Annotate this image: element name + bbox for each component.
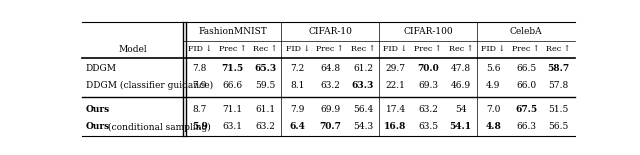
Text: FID ↓: FID ↓: [188, 45, 212, 53]
Text: 8.7: 8.7: [193, 105, 207, 114]
Text: 67.5: 67.5: [515, 105, 537, 114]
Text: 63.2: 63.2: [418, 105, 438, 114]
Text: Rec ↑: Rec ↑: [351, 45, 375, 53]
Text: 57.8: 57.8: [548, 81, 569, 90]
Text: 5.9: 5.9: [192, 122, 208, 131]
Text: Rec ↑: Rec ↑: [547, 45, 571, 53]
Text: 7.0: 7.0: [486, 105, 500, 114]
Text: 63.5: 63.5: [418, 122, 438, 131]
Text: 66.3: 66.3: [516, 122, 536, 131]
Text: 59.5: 59.5: [255, 81, 275, 90]
Text: Rec ↑: Rec ↑: [253, 45, 277, 53]
Text: FID ↓: FID ↓: [383, 45, 408, 53]
Text: 54: 54: [455, 105, 467, 114]
Text: 54.3: 54.3: [353, 122, 373, 131]
Text: Rec ↑: Rec ↑: [449, 45, 473, 53]
Text: 8.1: 8.1: [291, 81, 305, 90]
Text: 7.9: 7.9: [291, 105, 305, 114]
Text: Prec ↑: Prec ↑: [414, 45, 442, 53]
Text: 63.2: 63.2: [255, 122, 275, 131]
Text: 22.1: 22.1: [386, 81, 406, 90]
Text: 16.8: 16.8: [385, 122, 407, 131]
Text: (conditional sampling): (conditional sampling): [105, 122, 211, 132]
Text: 66.0: 66.0: [516, 81, 536, 90]
Text: 56.5: 56.5: [548, 122, 569, 131]
Text: Prec ↑: Prec ↑: [219, 45, 246, 53]
Text: 70.0: 70.0: [417, 64, 439, 73]
Text: 17.4: 17.4: [385, 105, 406, 114]
Text: FID ↓: FID ↓: [285, 45, 310, 53]
Text: 4.9: 4.9: [486, 81, 500, 90]
Text: 56.4: 56.4: [353, 105, 373, 114]
Text: DDGM: DDGM: [86, 64, 117, 73]
Text: 61.1: 61.1: [255, 105, 275, 114]
Text: 58.7: 58.7: [548, 64, 570, 73]
Text: 54.1: 54.1: [450, 122, 472, 131]
Text: 71.5: 71.5: [221, 64, 243, 73]
Text: DDGM (classifier guidance): DDGM (classifier guidance): [86, 81, 213, 90]
Text: 46.9: 46.9: [451, 81, 471, 90]
Text: 6.4: 6.4: [290, 122, 305, 131]
Text: Model: Model: [118, 45, 147, 54]
Text: 7.8: 7.8: [193, 64, 207, 73]
Text: 70.7: 70.7: [319, 122, 341, 131]
Text: 64.8: 64.8: [320, 64, 340, 73]
Text: 71.1: 71.1: [222, 105, 243, 114]
Text: FashionMNIST: FashionMNIST: [198, 27, 267, 36]
Text: 69.3: 69.3: [418, 81, 438, 90]
Text: 66.6: 66.6: [222, 81, 243, 90]
Text: 7.2: 7.2: [291, 64, 305, 73]
Text: 63.1: 63.1: [222, 122, 243, 131]
Text: 5.6: 5.6: [486, 64, 500, 73]
Text: Ours: Ours: [86, 122, 110, 131]
Text: Prec ↑: Prec ↑: [316, 45, 344, 53]
Text: 65.3: 65.3: [254, 64, 276, 73]
Text: FID ↓: FID ↓: [481, 45, 506, 53]
Text: 63.2: 63.2: [321, 81, 340, 90]
Text: 4.8: 4.8: [486, 122, 501, 131]
Text: 69.9: 69.9: [320, 105, 340, 114]
Text: 63.3: 63.3: [352, 81, 374, 90]
Text: CIFAR-10: CIFAR-10: [308, 27, 352, 36]
Text: CelebA: CelebA: [509, 27, 542, 36]
Text: Ours: Ours: [86, 105, 110, 114]
Text: CIFAR-100: CIFAR-100: [403, 27, 453, 36]
Text: 47.8: 47.8: [451, 64, 471, 73]
Text: 66.5: 66.5: [516, 64, 536, 73]
Text: 61.2: 61.2: [353, 64, 373, 73]
Text: Prec ↑: Prec ↑: [512, 45, 540, 53]
Text: 29.7: 29.7: [385, 64, 406, 73]
Text: 7.9: 7.9: [193, 81, 207, 90]
Text: 51.5: 51.5: [548, 105, 569, 114]
